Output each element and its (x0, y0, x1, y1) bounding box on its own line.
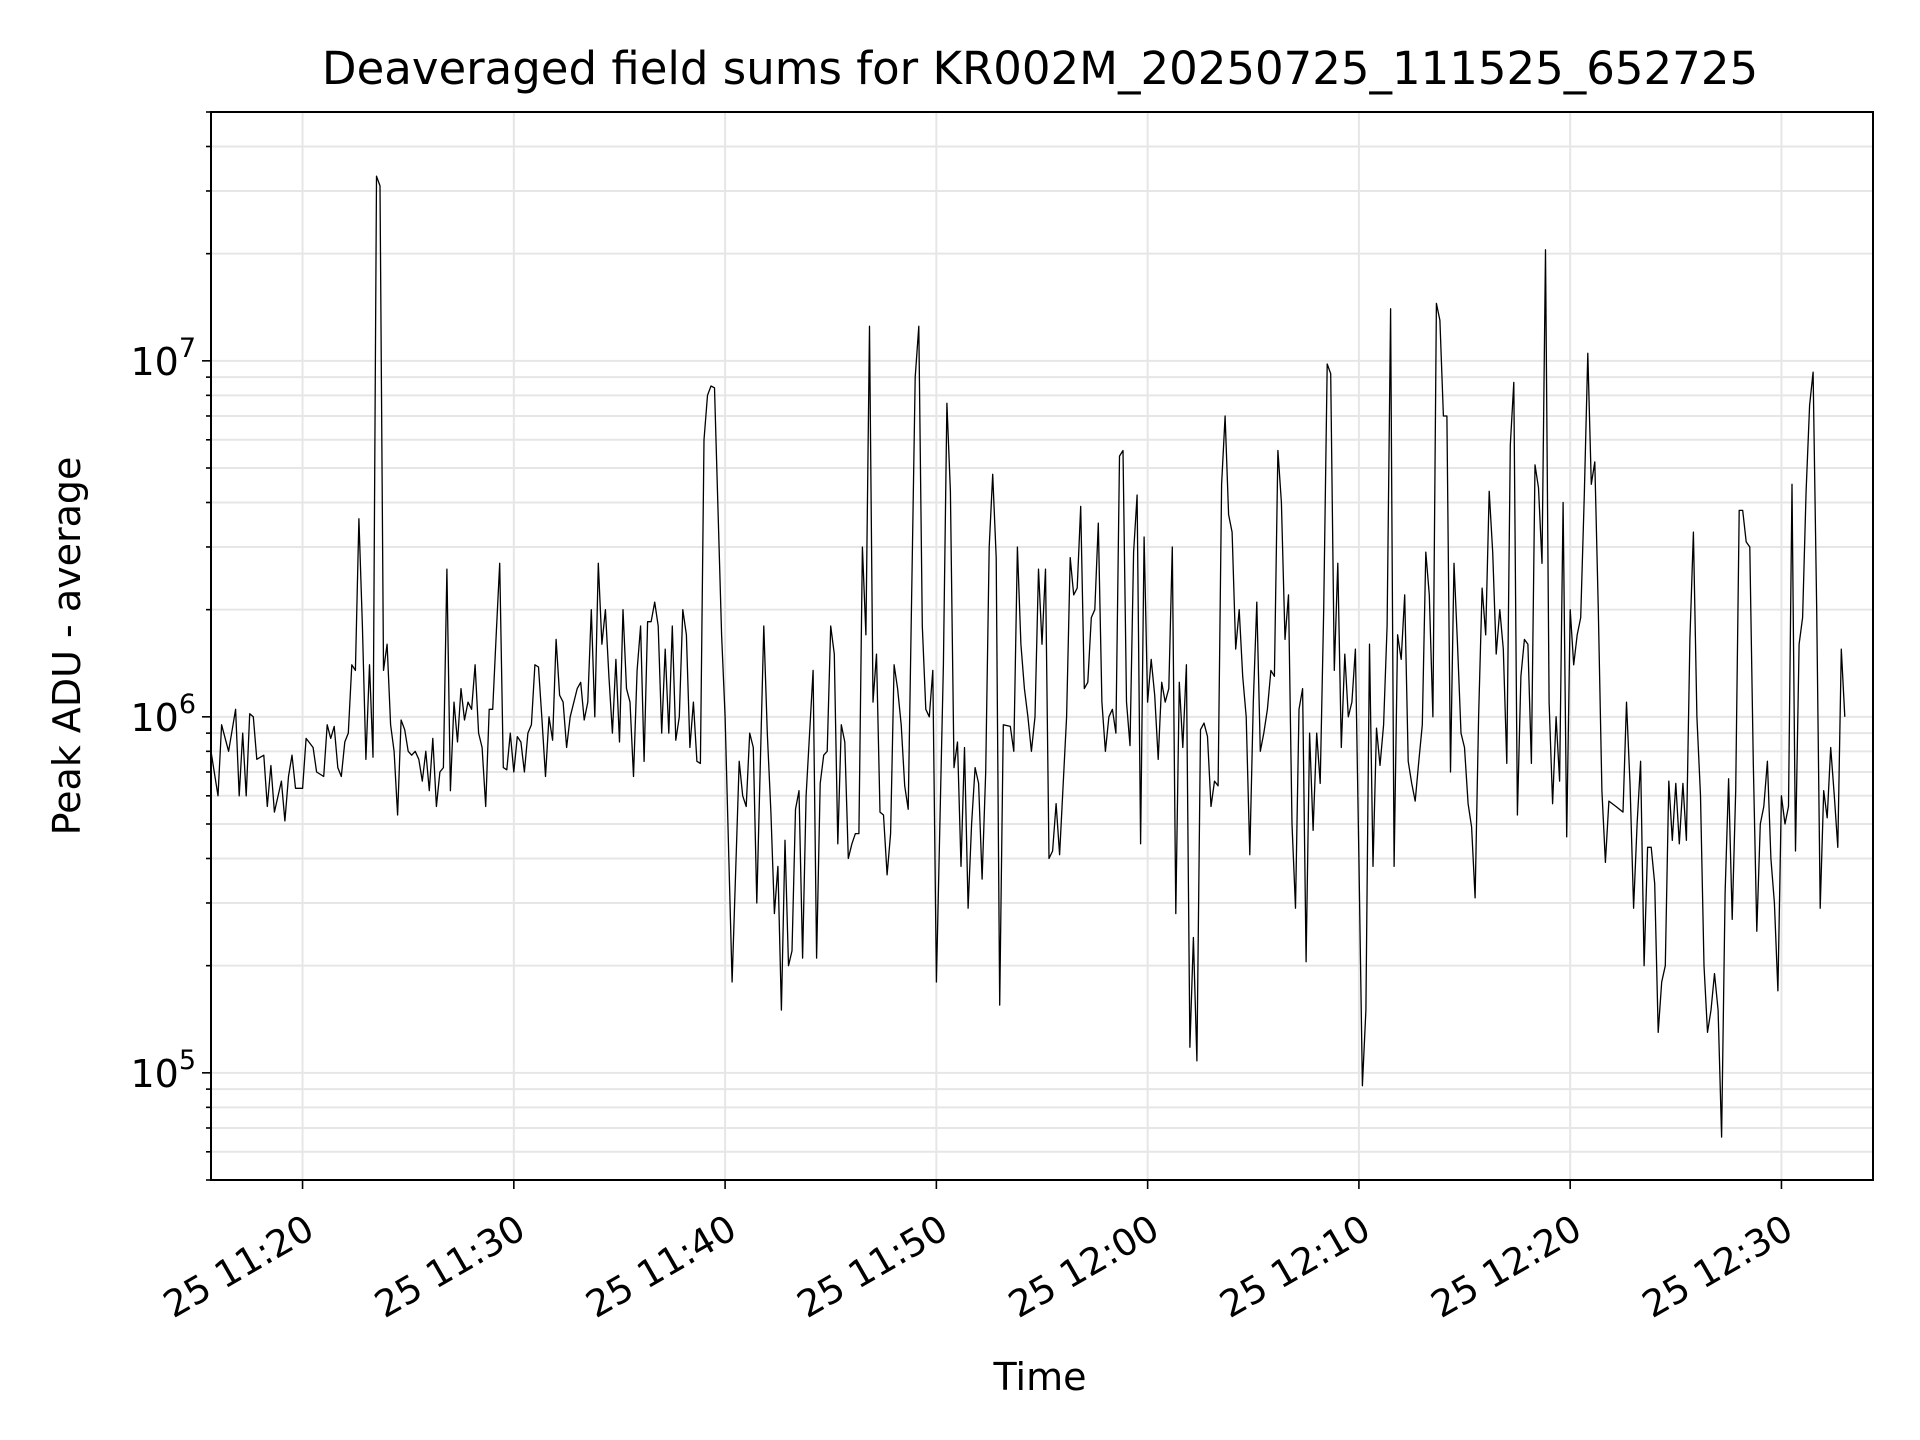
y-tick-label: 105 (130, 1045, 196, 1096)
series-line (210, 175, 1846, 1138)
y-axis: 105 106 107 (130, 111, 211, 1181)
chart-title: Deaveraged field sums for KR002M_2025072… (322, 42, 1758, 95)
grid (211, 111, 1873, 1181)
x-axis-label: Time (993, 1355, 1087, 1399)
plot-area (210, 175, 1846, 1138)
axes-frame (210, 111, 1874, 1181)
y-axis-label: Peak ADU - average (45, 457, 89, 836)
y-tick-label: 107 (130, 333, 196, 384)
y-tick-label: 106 (130, 689, 196, 740)
